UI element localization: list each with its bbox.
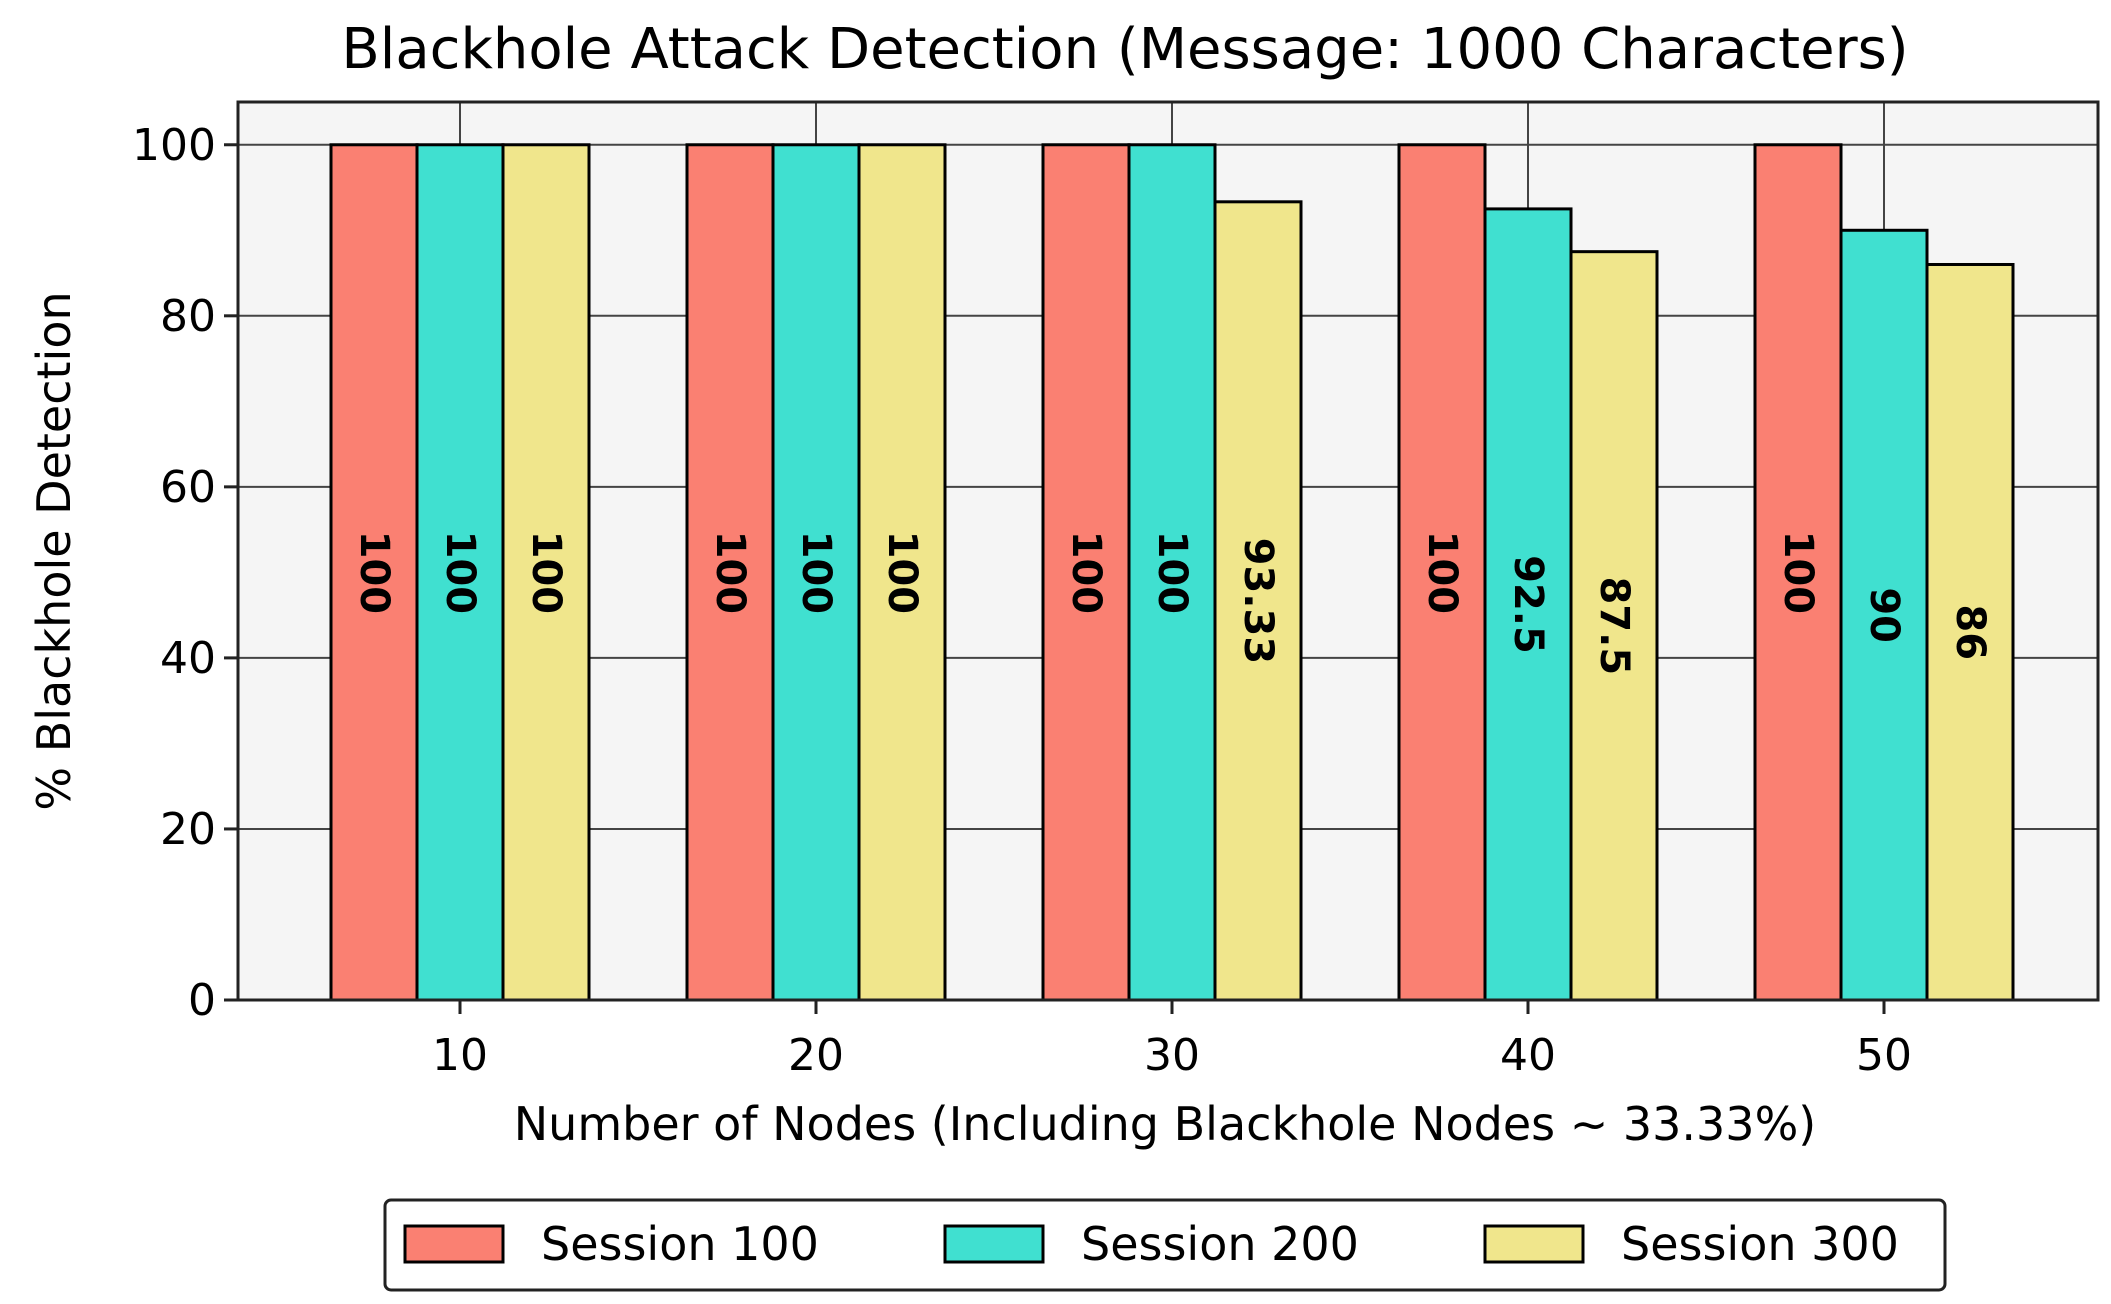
- legend-frame: [383, 1198, 1947, 1292]
- legend-swatch: [403, 1224, 505, 1264]
- legend-label: Session 300: [1621, 1217, 1899, 1271]
- bar-value-label: 87.5: [1591, 576, 1637, 675]
- bar-labels: 100 100 100 100 100 100 100 100 92.5 90 100 100 93.3…: [351, 531, 1993, 676]
- legend-label: Session 200: [1081, 1217, 1359, 1271]
- y-tick-label: 20: [160, 804, 216, 855]
- bar-value-label: 93.33: [1235, 538, 1281, 665]
- bar-value-label: 100: [1419, 531, 1465, 615]
- bar: [1483, 207, 1573, 1002]
- x-tick-label: 30: [1144, 1030, 1200, 1081]
- x-tick-label: 50: [1856, 1030, 1912, 1081]
- legend-swatch: [943, 1224, 1045, 1264]
- bar: [501, 143, 591, 1002]
- bar: [1213, 200, 1303, 1002]
- bar-value-label: 100: [879, 531, 925, 615]
- bar-value-label: 90: [1861, 587, 1907, 643]
- bars: [329, 143, 2015, 1002]
- bar-value-label: 100: [1775, 531, 1821, 615]
- x-axis-label: Number of Nodes (Including Blackhole Nod…: [514, 1097, 1816, 1151]
- bar-value-label: 100: [707, 531, 753, 615]
- bar-value-label: 100: [351, 531, 397, 615]
- bar-value-label: 100: [523, 531, 569, 615]
- legend: Session 100 Session 200 Session 300: [383, 1198, 1947, 1292]
- y-tick-label: 80: [160, 291, 216, 342]
- y-tick-label: 60: [160, 462, 216, 513]
- bar-value-label: 92.5: [1505, 555, 1551, 654]
- bar: [1753, 143, 1843, 1002]
- bar: [1041, 143, 1131, 1002]
- bar-value-label: 100: [437, 531, 483, 615]
- y-axis-ticks: 0 20 40 60 80 100: [132, 120, 238, 1026]
- y-tick-label: 40: [160, 633, 216, 684]
- bar: [1569, 250, 1659, 1002]
- x-tick-label: 10: [432, 1030, 488, 1081]
- legend-label: Session 100: [541, 1217, 819, 1271]
- y-axis-label: % Blackhole Detection: [27, 291, 81, 810]
- bar-value-label: 100: [793, 531, 839, 615]
- bar-value-label: 86: [1947, 604, 1993, 660]
- x-tick-label: 40: [1500, 1030, 1556, 1081]
- plot-frame: [236, 100, 2100, 1002]
- legend-swatch: [1483, 1224, 1585, 1264]
- bar-value-label: 100: [1149, 531, 1195, 615]
- bar: [1925, 262, 2015, 1002]
- bar-value-label: 100: [1063, 531, 1109, 615]
- y-tick-label: 100: [132, 120, 216, 171]
- x-tick-label: 20: [788, 1030, 844, 1081]
- bar: [771, 143, 861, 1002]
- x-axis-ticks: 10 20 30 40 50: [432, 1000, 1912, 1081]
- y-tick-label: 0: [188, 975, 216, 1026]
- chart-title: Blackhole Attack Detection (Message: 100…: [341, 17, 1908, 82]
